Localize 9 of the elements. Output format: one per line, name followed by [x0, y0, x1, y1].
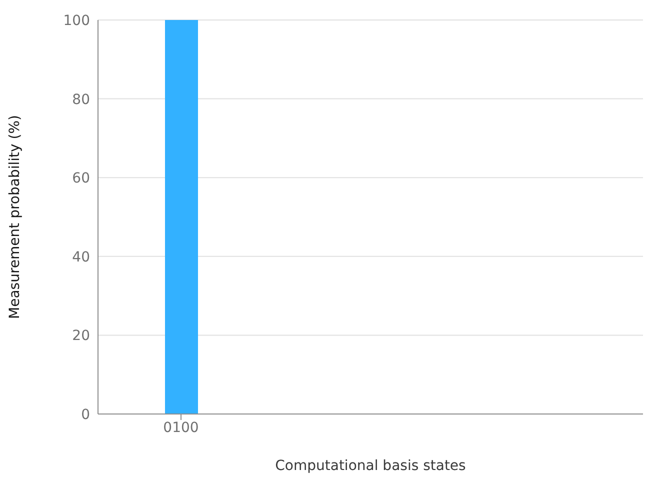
y-tick-label: 80 [72, 92, 90, 108]
x-axis-title: Computational basis states [275, 458, 466, 474]
y-tick-label: 60 [72, 170, 90, 187]
x-tick-label: 0100 [163, 420, 199, 436]
y-axis-title: Measurement probability (%) [6, 115, 23, 319]
y-tick-label: 0 [81, 406, 90, 423]
y-tick-label: 20 [72, 328, 90, 344]
y-tick-label: 100 [63, 12, 90, 29]
y-tick-label: 40 [72, 249, 90, 266]
